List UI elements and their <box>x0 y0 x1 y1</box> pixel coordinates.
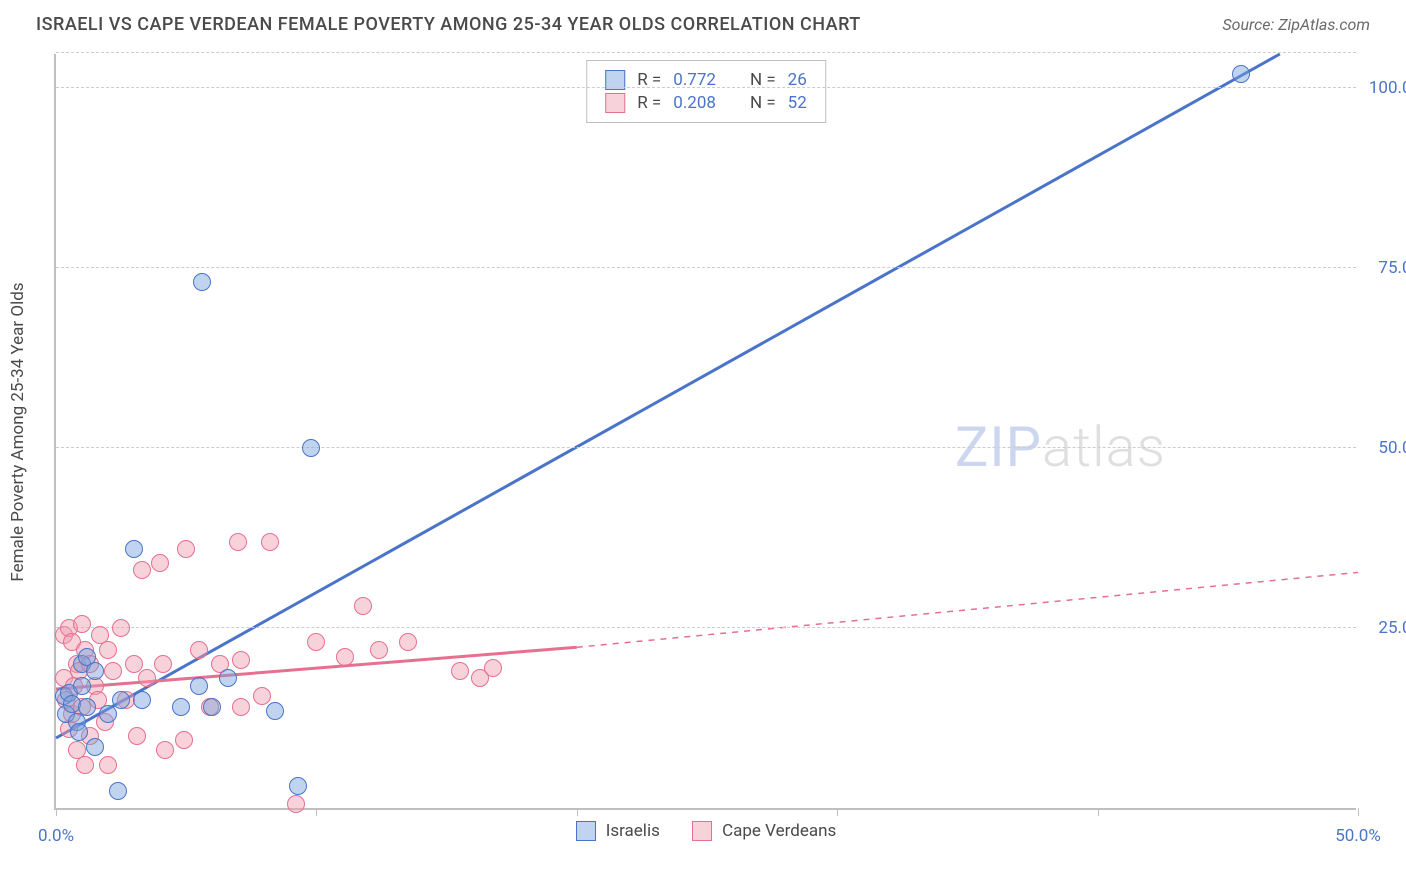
data-point <box>307 633 325 651</box>
data-point <box>172 698 190 716</box>
stats-legend: R = 0.772 N = 26 R = 0.208 N = 52 <box>586 60 826 123</box>
page-title: ISRAELI VS CAPE VERDEAN FEMALE POVERTY A… <box>36 14 861 35</box>
data-point <box>133 561 151 579</box>
data-point <box>73 677 91 695</box>
data-point <box>232 651 250 669</box>
data-point <box>104 662 122 680</box>
xtick-label: 0.0% <box>38 826 74 846</box>
data-point <box>112 691 130 709</box>
data-point <box>219 669 237 687</box>
source-prefix: Source: <box>1222 15 1278 34</box>
ytick-label: 50.0% <box>1364 438 1406 458</box>
data-point <box>138 669 156 687</box>
data-point <box>370 641 388 659</box>
swatch-capeverdeans-icon <box>605 93 625 113</box>
data-point <box>112 619 130 637</box>
data-point <box>175 731 193 749</box>
trend-line <box>577 572 1358 647</box>
xtick <box>837 808 838 816</box>
data-point <box>177 540 195 558</box>
xtick <box>316 808 317 816</box>
n-label: N = <box>750 93 776 113</box>
data-point <box>399 633 417 651</box>
data-point <box>193 273 211 291</box>
data-point <box>99 705 117 723</box>
data-point <box>86 738 104 756</box>
data-point <box>336 648 354 666</box>
source-name: ZipAtlas.com <box>1278 15 1370 34</box>
data-point <box>203 698 221 716</box>
data-point <box>133 691 151 709</box>
plot-area: R = 0.772 N = 26 R = 0.208 N = 52 ZIPatl… <box>54 54 1356 810</box>
r-label: R = <box>637 93 661 113</box>
data-point <box>78 698 96 716</box>
swatch-israelis-icon <box>576 821 596 841</box>
gridline <box>56 627 1356 628</box>
n-value-capeverdeans: 52 <box>788 93 807 113</box>
data-point <box>261 533 279 551</box>
xtick <box>56 808 57 816</box>
ytick-label: 100.0% <box>1364 78 1406 98</box>
gridline <box>56 87 1356 88</box>
bottom-legend: Israelis Cape Verdeans <box>56 821 1356 846</box>
data-point <box>190 641 208 659</box>
data-point <box>76 756 94 774</box>
data-point <box>86 662 104 680</box>
swatch-capeverdeans-icon <box>692 821 712 841</box>
data-point <box>70 723 88 741</box>
data-point <box>354 597 372 615</box>
data-point <box>229 533 247 551</box>
data-point <box>1232 65 1250 83</box>
data-point <box>484 659 502 677</box>
plot-wrap: Female Poverty Among 25-34 Year Olds R =… <box>54 54 1356 810</box>
data-point <box>156 741 174 759</box>
gridline <box>56 267 1356 268</box>
data-point <box>99 641 117 659</box>
data-point <box>109 782 127 800</box>
data-point <box>128 727 146 745</box>
xtick <box>1098 808 1099 816</box>
stats-row-capeverdeans: R = 0.208 N = 52 <box>605 93 807 113</box>
legend-item-israelis: Israelis <box>576 821 660 841</box>
data-point <box>125 540 143 558</box>
legend-item-capeverdeans: Cape Verdeans <box>692 821 836 841</box>
data-point <box>253 687 271 705</box>
data-point <box>190 677 208 695</box>
data-point <box>451 662 469 680</box>
data-point <box>287 795 305 813</box>
gridline <box>56 52 1356 53</box>
xtick-label: 50.0% <box>1335 826 1381 846</box>
data-point <box>302 439 320 457</box>
trend-line <box>56 54 1280 738</box>
source-label: Source: ZipAtlas.com <box>1222 15 1370 34</box>
xtick <box>577 808 578 816</box>
data-point <box>289 777 307 795</box>
data-point <box>154 655 172 673</box>
ytick-label: 25.0% <box>1364 618 1406 638</box>
ytick-label: 75.0% <box>1364 258 1406 278</box>
data-point <box>99 756 117 774</box>
y-axis-label: Female Poverty Among 25-34 Year Olds <box>8 282 28 581</box>
legend-label-capeverdeans: Cape Verdeans <box>722 821 836 841</box>
legend-label-israelis: Israelis <box>606 821 660 841</box>
gridline <box>56 447 1356 448</box>
data-point <box>232 698 250 716</box>
data-point <box>151 554 169 572</box>
data-point <box>73 615 91 633</box>
data-point <box>266 702 284 720</box>
xtick <box>1358 808 1359 816</box>
data-point <box>125 655 143 673</box>
r-value-capeverdeans: 0.208 <box>673 93 716 113</box>
